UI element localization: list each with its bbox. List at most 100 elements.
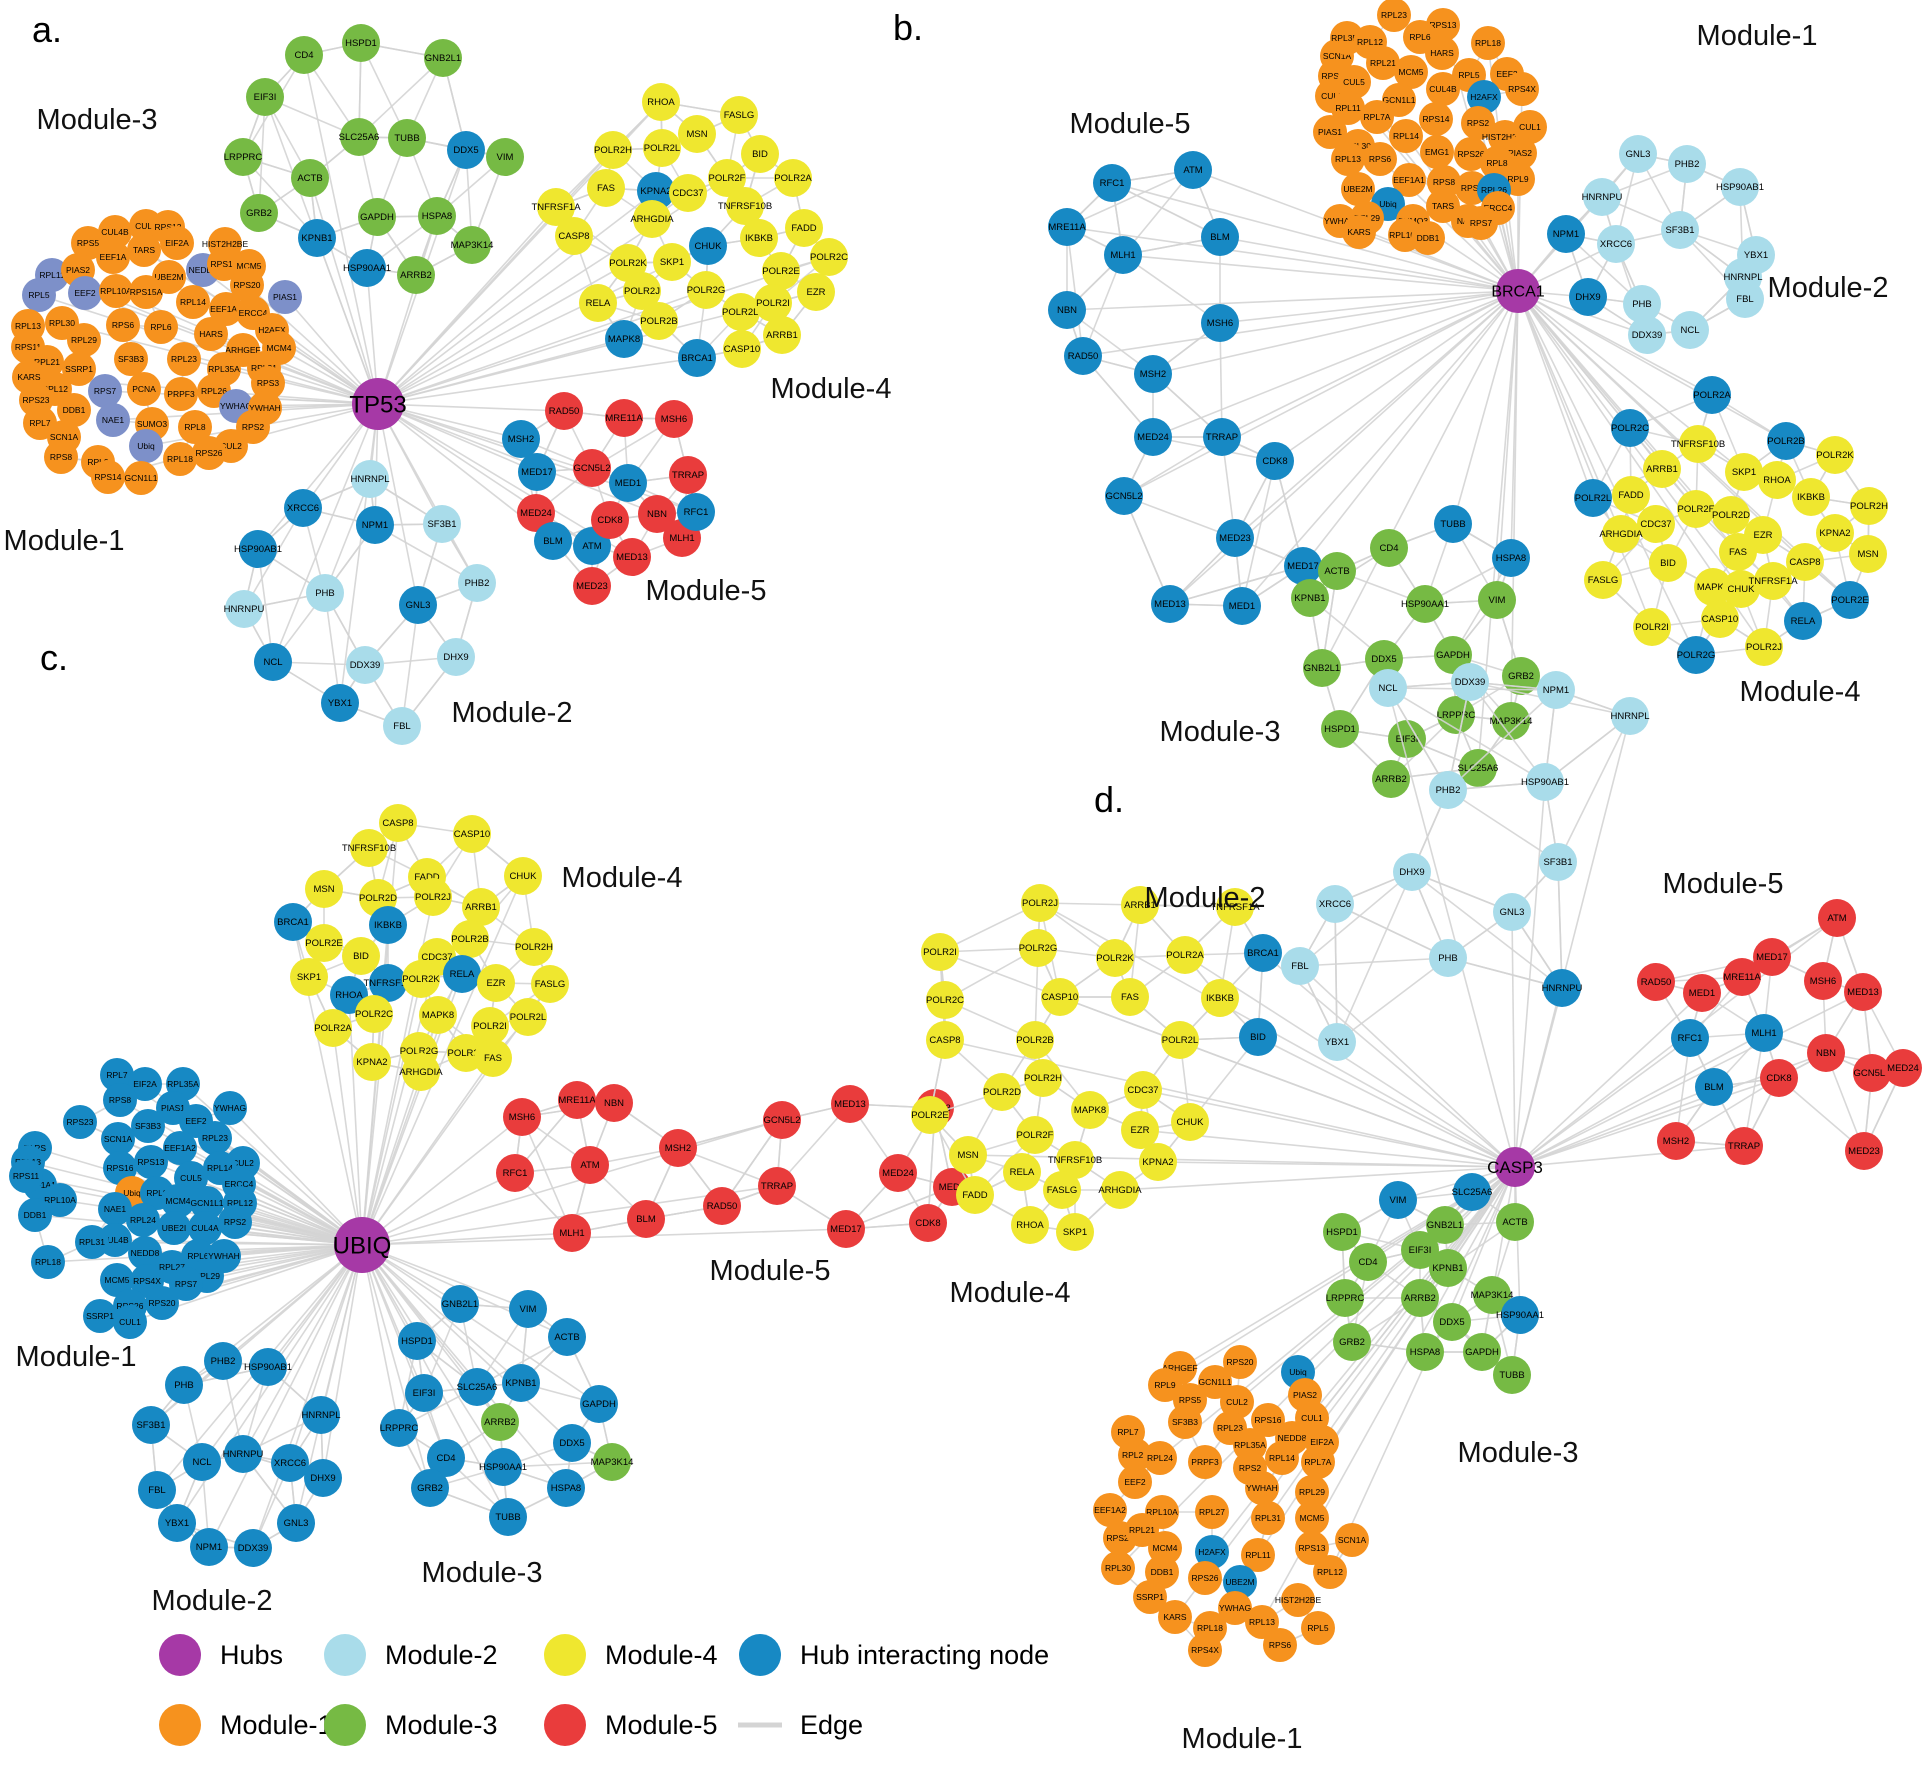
- node-b-rpl23: [1377, 0, 1411, 32]
- node-d-arrb2: [1401, 1279, 1439, 1317]
- node-b-rps2: [1461, 106, 1495, 140]
- node-c-mapk8: [419, 996, 457, 1034]
- node-b-fas: [1719, 533, 1757, 571]
- node-b-hsp90ab1: [1721, 168, 1759, 206]
- node-b-rps7: [1464, 206, 1498, 240]
- node-d-mcm5: [1295, 1501, 1329, 1535]
- node-c-phb2: [204, 1342, 242, 1380]
- node-a-polr2d: [722, 293, 760, 331]
- node-d-msh2: [1657, 1122, 1695, 1160]
- node-b-med1: [1223, 587, 1261, 625]
- node-d-rpl7a: [1301, 1445, 1335, 1479]
- node-d-npm1: [1537, 671, 1575, 709]
- node-d-med17: [1753, 938, 1791, 976]
- node-b-phb: [1623, 285, 1661, 323]
- node-b-hspa8: [1492, 539, 1530, 577]
- node-c-cdk8: [909, 1204, 947, 1242]
- node-c-hnrnpu: [224, 1435, 262, 1473]
- node-a-rpl18: [163, 442, 197, 476]
- node-c-tubb: [489, 1498, 527, 1536]
- legend-swatch-module-4: [544, 1634, 586, 1676]
- node-a-rfc1: [677, 493, 715, 531]
- legend-swatch-module-3: [324, 1704, 366, 1746]
- node-a-msn: [678, 115, 716, 153]
- node-a-actb: [291, 159, 329, 197]
- node-c-fas: [474, 1039, 512, 1077]
- node-d-rps16: [1251, 1403, 1285, 1437]
- node-b-ncl: [1671, 311, 1709, 349]
- node-a-mre11a: [605, 399, 643, 437]
- node-d-tnfrsf10b: [1056, 1141, 1094, 1179]
- legend-label-module-3: Module-3: [385, 1710, 498, 1740]
- node-c-sf3b3: [131, 1109, 165, 1143]
- node-b-cdc37: [1637, 505, 1675, 543]
- node-d-polr2b: [1016, 1021, 1054, 1059]
- node-a-gcn5l2: [573, 449, 611, 487]
- hub-node-tp53: [352, 378, 404, 430]
- node-a-mapk8: [605, 320, 643, 358]
- node-d-nbn: [1807, 1034, 1845, 1072]
- node-c-eef1a2: [163, 1131, 197, 1165]
- module-label-c-module-4: Module-4: [562, 862, 683, 894]
- node-d-ube2m: [1223, 1565, 1257, 1599]
- node-c-rad50: [703, 1187, 741, 1225]
- node-d-polr2j: [1021, 884, 1059, 922]
- node-b-xrcc6: [1597, 225, 1635, 263]
- hub-node-brca1: [1496, 269, 1540, 313]
- node-b-atm: [1174, 151, 1212, 189]
- node-d-hnrnpu: [1543, 969, 1581, 1007]
- node-b-eif3i: [1388, 720, 1426, 758]
- node-c-cul1: [113, 1305, 147, 1339]
- node-b-hnrnpu: [1583, 178, 1621, 216]
- node-c-hsp90ab1: [249, 1348, 287, 1386]
- node-c-nedd8: [128, 1236, 162, 1270]
- node-b-npm1: [1547, 215, 1585, 253]
- legend-label-module-5: Module-5: [605, 1710, 718, 1740]
- node-d-polr2h: [1024, 1059, 1062, 1097]
- hub-node-ubiq: [334, 1217, 390, 1273]
- node-a-blm: [534, 522, 572, 560]
- node-b-actb: [1318, 552, 1356, 590]
- legend-label-module-4: Module-4: [605, 1640, 718, 1670]
- node-d-ywhah: [1245, 1471, 1279, 1505]
- node-b-ube2m: [1341, 172, 1375, 206]
- node-c-bid: [342, 937, 380, 975]
- node-a-tnfrsf1a: [537, 188, 575, 226]
- node-a-hspa8: [418, 197, 456, 235]
- node-c-nae1: [98, 1192, 132, 1226]
- node-d-polr2a: [1166, 936, 1204, 974]
- node-d-rela: [1003, 1153, 1041, 1191]
- node-b-hspd1: [1321, 710, 1359, 748]
- node-d-arhgdia: [1101, 1171, 1139, 1209]
- node-c-xrcc6: [271, 1444, 309, 1482]
- node-d-tnfrsf1a: [1216, 888, 1254, 926]
- node-a-eef1a1: [209, 292, 243, 326]
- node-a-polr2b: [640, 302, 678, 340]
- node-d-msh6: [1804, 962, 1842, 1000]
- node-c-rps23: [63, 1105, 97, 1139]
- node-c-slc25a6: [458, 1368, 496, 1406]
- node-a-ncl: [254, 643, 292, 681]
- node-b-med17: [1284, 547, 1322, 585]
- node-d-fas: [1111, 978, 1149, 1016]
- node-b-tars: [1426, 189, 1460, 223]
- node-c-brca1: [274, 903, 312, 941]
- node-d-ncl: [1369, 669, 1407, 707]
- node-b-mcm5: [1394, 55, 1428, 89]
- node-d-skp1: [1056, 1213, 1094, 1251]
- node-b-med23: [1216, 519, 1254, 557]
- node-a-med17: [518, 453, 556, 491]
- node-b-eef1a1: [1392, 163, 1426, 197]
- node-d-polr2f: [1016, 1116, 1054, 1154]
- node-c-polr2i: [471, 1007, 509, 1045]
- node-b-polr2e: [1831, 581, 1869, 619]
- module-label-a-module-3: Module-3: [37, 104, 158, 136]
- node-a-vim: [486, 138, 524, 176]
- node-b-nbn: [1048, 291, 1086, 329]
- node-b-cdk8: [1256, 442, 1294, 480]
- node-c-ybx1: [158, 1504, 196, 1542]
- node-c-kpnb1: [502, 1364, 540, 1402]
- node-a-bid: [741, 135, 779, 173]
- node-b-mlh1: [1104, 236, 1142, 274]
